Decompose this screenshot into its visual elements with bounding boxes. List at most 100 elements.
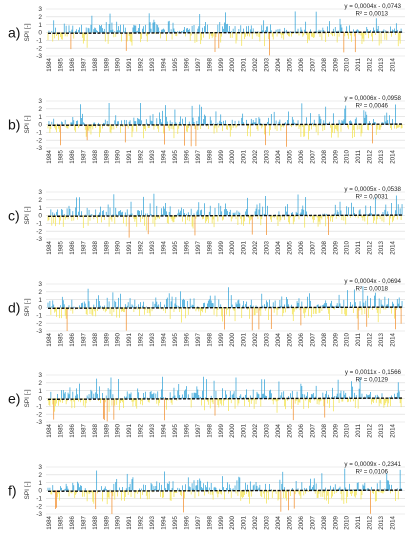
x-tick-label: 1997 (195, 515, 202, 529)
x-tick-label: 1986 (69, 149, 76, 163)
x-tick-label: 1996 (183, 423, 190, 437)
x-tick-label: 1998 (206, 240, 213, 254)
x-tick-label: 2008 (321, 332, 328, 346)
y-tick-label: 0 (38, 396, 42, 403)
y-tick-label: 2 (38, 289, 42, 296)
x-tick-label: 1990 (115, 332, 122, 346)
y-tick-label: -2 (36, 137, 42, 144)
y-tick-label: 2 (38, 380, 42, 387)
x-tick-label: 2012 (367, 149, 374, 163)
x-tick-label: 2009 (332, 515, 339, 529)
x-tick-label: 1985 (57, 515, 64, 529)
x-tick-label: 1987 (80, 423, 87, 437)
x-tick-label: 2006 (298, 240, 305, 254)
x-tick-label: 2010 (344, 149, 351, 163)
x-tick-label: 2002 (252, 423, 259, 437)
x-tick-label: 2003 (264, 423, 271, 437)
x-tick-label: 1990 (115, 149, 122, 163)
y-tick-label: 1 (38, 114, 42, 121)
x-tick-label: 2009 (332, 332, 339, 346)
x-tick-label: 2000 (229, 332, 236, 346)
x-tick-label: 2014 (390, 240, 397, 254)
x-tick-label: 1995 (172, 515, 179, 529)
y-tick-label: 1 (38, 205, 42, 212)
trend-equation: y = 0,0011x - 0,1566 (345, 369, 402, 376)
x-tick-label: 1994 (161, 423, 168, 437)
panel-label: f) (8, 483, 17, 499)
x-tick-label: 2001 (241, 57, 248, 71)
trend-line (47, 123, 404, 126)
x-tick-label: 2006 (298, 57, 305, 71)
y-axis-label: SPI [-] (24, 389, 31, 407)
y-tick-label: -2 (36, 320, 42, 327)
x-tick-label: 1996 (183, 240, 190, 254)
x-tick-label: 1993 (149, 149, 156, 163)
x-tick-label: 2011 (355, 240, 362, 254)
y-tick-label: 3 (38, 281, 42, 288)
x-tick-label: 2007 (309, 332, 316, 346)
chart-panel: -3 -2 -1 0 1 2 3 d) SPI [-] y = 0,0004x - 0,0694 R… (0, 275, 411, 367)
x-tick-label: 2000 (229, 57, 236, 71)
x-tick-label: 2000 (229, 423, 236, 437)
x-tick-label: 2013 (378, 423, 385, 437)
x-tick-label: 2005 (286, 423, 293, 437)
x-tick-label: 1987 (80, 57, 87, 71)
x-tick-label: 1991 (126, 240, 133, 254)
x-tick-label: 1992 (138, 149, 145, 163)
y-tick-label: 1 (38, 388, 42, 395)
x-tick-label: 1984 (46, 515, 53, 529)
x-tick-label: 1988 (92, 515, 99, 529)
x-tick-label: 1989 (103, 240, 110, 254)
x-tick-label: 1985 (57, 332, 64, 346)
x-tick-label: 2005 (286, 332, 293, 346)
x-tick-label: 1988 (92, 149, 99, 163)
x-tick-label: 1990 (115, 57, 122, 71)
x-tick-label: 2009 (332, 57, 339, 71)
x-tick-label: 2000 (229, 240, 236, 254)
x-tick-label: 2001 (241, 240, 248, 254)
x-tick-label: 1993 (149, 240, 156, 254)
x-tick-label: 2004 (275, 240, 282, 254)
x-tick-label: 1984 (46, 57, 53, 71)
x-tick-label: 1999 (218, 423, 225, 437)
x-tick-label: 1996 (183, 332, 190, 346)
x-tick-label: 2014 (390, 515, 397, 529)
r-squared-label: R² = 0,0031 (355, 194, 388, 201)
x-tick-label: 2011 (355, 149, 362, 163)
x-tick-label: 1990 (115, 515, 122, 529)
panel-label: e) (8, 391, 20, 407)
x-tick-label: 1986 (69, 515, 76, 529)
x-tick-label: 2004 (275, 57, 282, 71)
x-tick-label: 1985 (57, 57, 64, 71)
x-tick-label: 2006 (298, 515, 305, 529)
x-tick-label: 1984 (46, 149, 53, 163)
x-tick-label: 2004 (275, 515, 282, 529)
x-tick-label: 2008 (321, 57, 328, 71)
x-tick-label: 1990 (115, 423, 122, 437)
y-tick-label: 1 (38, 297, 42, 304)
x-tick-label: 2014 (390, 332, 397, 346)
x-tick-label: 2000 (229, 515, 236, 529)
x-tick-label: 2013 (378, 332, 385, 346)
x-tick-label: 1991 (126, 149, 133, 163)
trend-line (47, 489, 404, 492)
x-tick-label: 1993 (149, 332, 156, 346)
x-tick-label: 1988 (92, 57, 99, 71)
x-tick-label: 2007 (309, 240, 316, 254)
x-tick-label: 1984 (46, 332, 53, 346)
y-tick-label: 1 (38, 22, 42, 29)
x-tick-label: 1992 (138, 57, 145, 71)
x-tick-label: 2003 (264, 515, 271, 529)
x-tick-label: 1984 (46, 423, 53, 437)
trend-equation: y = 0,0004x - 0,0694 (344, 278, 401, 285)
trend-equation: y = 0,0009x - 0,2341 (344, 461, 401, 468)
x-tick-label: 2011 (355, 57, 362, 71)
x-tick-label: 1986 (69, 332, 76, 346)
x-tick-label: 2008 (321, 515, 328, 529)
x-tick-label: 1997 (195, 423, 202, 437)
trend-equation: y = 0,0005x - 0,0538 (344, 186, 401, 193)
x-tick-label: 1993 (149, 57, 156, 71)
